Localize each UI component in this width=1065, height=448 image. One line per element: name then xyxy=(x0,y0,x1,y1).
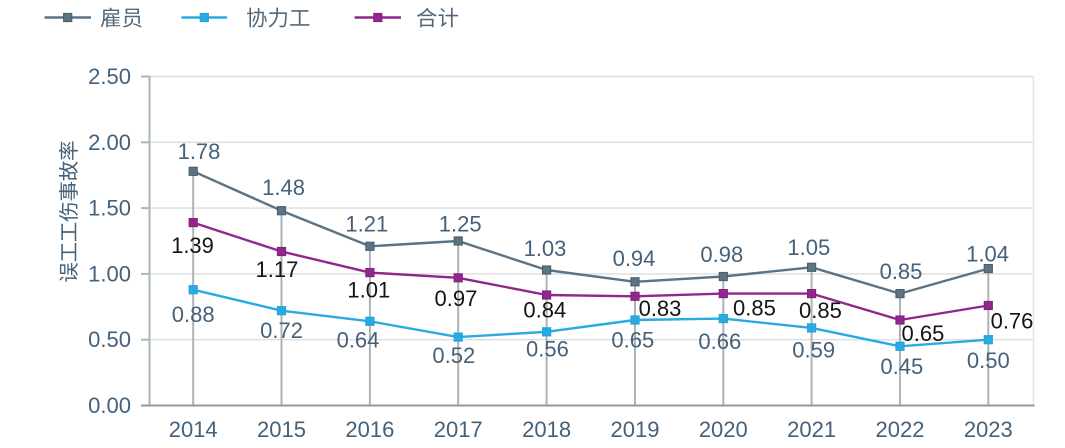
svg-text:0.88: 0.88 xyxy=(172,302,215,327)
svg-text:1.00: 1.00 xyxy=(88,261,131,286)
svg-text:2.50: 2.50 xyxy=(88,64,131,89)
svg-text:1.17: 1.17 xyxy=(255,257,298,282)
svg-text:1.78: 1.78 xyxy=(178,139,221,164)
svg-text:0.50: 0.50 xyxy=(967,348,1010,373)
svg-text:0.98: 0.98 xyxy=(700,242,743,267)
svg-text:0.65: 0.65 xyxy=(611,328,654,353)
svg-text:2016: 2016 xyxy=(345,417,394,442)
svg-text:0.00: 0.00 xyxy=(88,393,131,418)
svg-text:0.84: 0.84 xyxy=(523,298,566,323)
svg-text:0.85: 0.85 xyxy=(799,298,842,323)
svg-text:0.59: 0.59 xyxy=(792,338,835,363)
svg-text:2023: 2023 xyxy=(964,417,1013,442)
svg-text:0.76: 0.76 xyxy=(991,309,1034,334)
svg-text:2014: 2014 xyxy=(169,417,218,442)
svg-text:1.39: 1.39 xyxy=(171,233,214,258)
svg-text:1.01: 1.01 xyxy=(347,278,390,303)
svg-text:0.45: 0.45 xyxy=(880,354,923,379)
svg-text:0.64: 0.64 xyxy=(337,328,380,353)
svg-text:1.25: 1.25 xyxy=(439,212,482,237)
svg-text:2019: 2019 xyxy=(611,417,660,442)
svg-text:1.48: 1.48 xyxy=(262,175,305,200)
svg-text:1.50: 1.50 xyxy=(88,196,131,221)
svg-text:0.94: 0.94 xyxy=(613,246,656,271)
svg-text:1.04: 1.04 xyxy=(966,241,1009,266)
svg-text:2022: 2022 xyxy=(876,417,925,442)
svg-text:0.52: 0.52 xyxy=(432,343,475,368)
svg-text:0.85: 0.85 xyxy=(880,259,923,284)
svg-text:2018: 2018 xyxy=(522,417,571,442)
svg-text:2017: 2017 xyxy=(434,417,483,442)
svg-text:0.50: 0.50 xyxy=(88,327,131,352)
svg-text:0.85: 0.85 xyxy=(733,295,776,320)
svg-text:0.65: 0.65 xyxy=(901,321,944,346)
svg-text:0.97: 0.97 xyxy=(434,286,477,311)
svg-text:2.00: 2.00 xyxy=(88,130,131,155)
svg-text:2020: 2020 xyxy=(699,417,748,442)
svg-text:1.05: 1.05 xyxy=(787,235,830,260)
svg-text:1.21: 1.21 xyxy=(345,211,388,236)
svg-text:0.56: 0.56 xyxy=(526,337,569,362)
svg-text:0.66: 0.66 xyxy=(698,329,741,354)
svg-text:1.03: 1.03 xyxy=(524,236,567,261)
svg-text:2015: 2015 xyxy=(257,417,306,442)
svg-text:2021: 2021 xyxy=(787,417,836,442)
svg-text:0.72: 0.72 xyxy=(260,318,303,343)
svg-text:0.83: 0.83 xyxy=(639,296,682,321)
